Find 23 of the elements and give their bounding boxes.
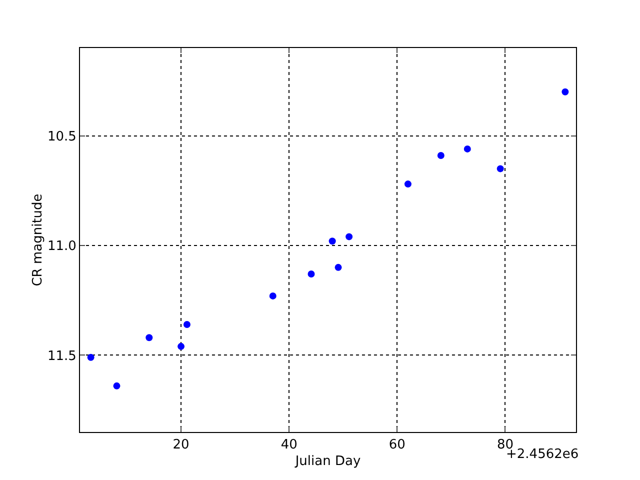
y-tick-label: 11.0 xyxy=(47,239,76,254)
point xyxy=(308,270,315,278)
point xyxy=(346,233,353,240)
point xyxy=(437,152,444,160)
y-axis-title: CR magnitude xyxy=(30,194,46,286)
point xyxy=(178,342,185,350)
y-tick-label: 10.5 xyxy=(47,129,76,144)
point xyxy=(334,264,342,271)
point xyxy=(183,320,190,328)
x-tick-label: 60 xyxy=(388,438,406,453)
y-tick-label: 11.5 xyxy=(47,348,76,364)
point xyxy=(464,145,471,152)
point xyxy=(146,334,153,342)
point xyxy=(496,165,504,172)
x-tick-label: 40 xyxy=(280,438,298,453)
point xyxy=(328,238,336,245)
x-tick-label: 20 xyxy=(172,438,190,453)
point xyxy=(269,292,276,300)
point xyxy=(562,88,569,96)
x-axis-title: Julian Day xyxy=(294,454,361,470)
point xyxy=(113,382,120,390)
point xyxy=(404,180,412,188)
point xyxy=(87,354,94,361)
